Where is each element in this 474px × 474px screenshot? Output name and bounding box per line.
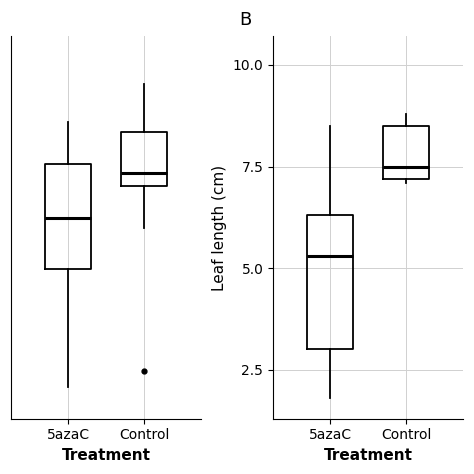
X-axis label: Treatment: Treatment xyxy=(62,448,151,463)
Y-axis label: Leaf length (cm): Leaf length (cm) xyxy=(212,164,227,291)
Text: B: B xyxy=(239,11,251,29)
X-axis label: Treatment: Treatment xyxy=(323,448,412,463)
